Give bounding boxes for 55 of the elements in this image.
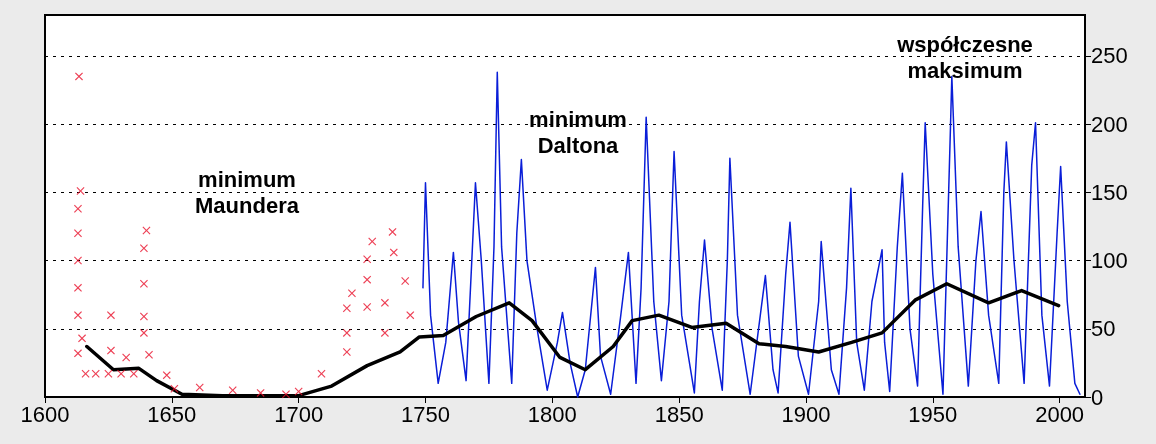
point xyxy=(380,328,389,337)
point xyxy=(406,311,415,320)
point xyxy=(74,72,83,81)
point xyxy=(256,388,265,397)
annotation: minimum Daltona xyxy=(529,106,627,158)
point xyxy=(195,383,204,392)
point xyxy=(73,229,82,238)
point xyxy=(73,349,82,358)
point xyxy=(73,256,82,265)
point xyxy=(401,277,410,286)
point xyxy=(228,386,237,395)
x-tick-label: 1650 xyxy=(147,401,197,427)
x-tick-label: 1850 xyxy=(654,401,704,427)
point xyxy=(342,328,351,337)
point xyxy=(368,237,377,246)
point xyxy=(139,244,148,253)
point xyxy=(129,369,138,378)
point xyxy=(76,186,85,195)
y-tick-label: 0 xyxy=(1091,384,1104,410)
point xyxy=(78,334,87,343)
annotation: współczesne maksimum xyxy=(896,31,1033,83)
point xyxy=(117,369,126,378)
point xyxy=(388,227,397,236)
point xyxy=(317,369,326,378)
point xyxy=(281,390,290,399)
point xyxy=(81,369,90,378)
x-tick-label: 1800 xyxy=(527,401,577,427)
point xyxy=(347,289,356,298)
y-tick-label: 150 xyxy=(1091,179,1128,205)
point xyxy=(380,298,389,307)
annotation: minimum Maundera xyxy=(195,166,300,218)
x-tick-label: 1900 xyxy=(781,401,831,427)
point xyxy=(106,346,115,355)
y-tick-label: 100 xyxy=(1091,248,1128,274)
point xyxy=(139,279,148,288)
x-tick-label: 2000 xyxy=(1035,401,1085,427)
point xyxy=(104,369,113,378)
x-tick-label: 1700 xyxy=(274,401,324,427)
y-tick-label: 250 xyxy=(1091,43,1128,69)
point xyxy=(363,275,372,284)
point xyxy=(91,369,100,378)
x-tick-label: 1750 xyxy=(401,401,450,427)
point xyxy=(170,384,179,393)
x-tick-label: 1950 xyxy=(908,401,958,427)
point xyxy=(162,371,171,380)
point xyxy=(342,304,351,313)
y-tick-label: 200 xyxy=(1091,111,1128,137)
point xyxy=(139,312,148,321)
x-tick-label: 1600 xyxy=(20,401,70,427)
y-tick-label: 50 xyxy=(1091,316,1116,342)
point xyxy=(389,248,398,257)
point xyxy=(145,350,153,359)
point xyxy=(122,353,131,362)
point xyxy=(73,204,82,213)
point xyxy=(363,255,372,264)
